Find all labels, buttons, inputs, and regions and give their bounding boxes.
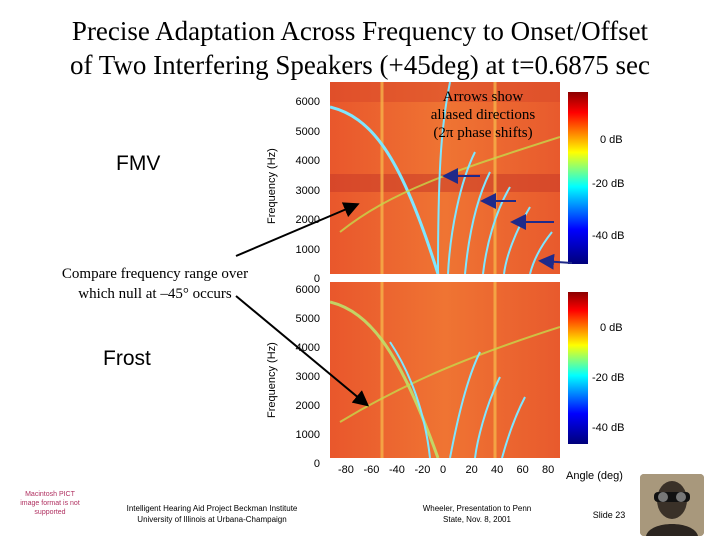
alias-arrow-4	[538, 253, 573, 270]
footer-left-line1: Intelligent Hearing Aid Project Beckman …	[126, 504, 298, 513]
x-tick-6: 40	[491, 464, 504, 476]
x-tick-4: 0	[440, 464, 447, 476]
pict-unsupported-notice: Macintosh PICT image format is not suppo…	[20, 491, 80, 516]
slide-title-line2: of Two Interfering Speakers (+45deg) at …	[70, 50, 650, 80]
person-icon	[640, 474, 704, 536]
arrows-note-line3: (2π phase shifts)	[433, 125, 533, 141]
cb-top-0db: 0 dB	[600, 134, 623, 146]
compare-note-line1: Compare frequency range over	[61, 266, 249, 282]
footer-left-line2: University of Illinois at Urbana-Champai…	[137, 515, 287, 524]
compare-arrow-top	[235, 202, 360, 257]
arrows-note-line2: aliased directions	[430, 107, 536, 123]
presenter-photo	[640, 474, 704, 536]
frost-label: Frost	[103, 347, 151, 370]
y-tick-top-3: 3000	[295, 184, 320, 197]
x-tick-5: 20	[465, 464, 478, 476]
y-tick-top-5: 1000	[295, 243, 320, 256]
x-tick-7: 60	[516, 464, 529, 476]
arrows-note: Arrows show aliased directions (2π phase…	[398, 88, 568, 142]
x-tick-2: -40	[389, 464, 405, 476]
x-tick-3: -20	[414, 464, 431, 476]
y-tick-top-0: 6000	[295, 96, 320, 108]
footer-mid-line2: State, Nov. 8, 2001	[443, 515, 511, 524]
y-tick-bottom-6: 0	[313, 458, 320, 470]
slide-number: Slide 23	[592, 510, 626, 520]
slide-title-line1: Precise Adaptation Across Frequency to O…	[71, 16, 649, 46]
y-tick-top-6: 0	[313, 273, 320, 285]
x-tick-1: -60	[363, 464, 380, 476]
y-tick-bottom-3: 3000	[295, 371, 320, 383]
frost-spectrogram	[330, 282, 560, 458]
fmv-label: FMV	[116, 152, 161, 175]
y-tick-bottom-1: 5000	[295, 313, 320, 325]
compare-note-line2: which null at –45° occurs	[78, 286, 232, 302]
cb-top-20db: -20 dB	[592, 178, 625, 190]
y-tick-bottom-0: 6000	[295, 284, 320, 296]
footer-mid: Wheeler, Presentation to Penn State, Nov…	[392, 503, 562, 525]
footer-left: Intelligent Hearing Aid Project Beckman …	[92, 503, 332, 525]
arrows-note-line1: Arrows show	[442, 89, 524, 105]
compare-arrow-bottom	[235, 295, 370, 407]
y-tick-bottom-5: 1000	[295, 429, 320, 441]
cb-bottom-20db: -20 dB	[592, 372, 625, 384]
y-tick-top-1: 5000	[295, 125, 320, 138]
compare-note: Compare frequency range over which null …	[35, 264, 275, 304]
colorbar-bottom	[568, 292, 588, 444]
cb-bottom-40db: -40 dB	[592, 422, 625, 434]
footer-mid-line1: Wheeler, Presentation to Penn	[422, 504, 532, 513]
y-tick-bottom-4: 2000	[295, 400, 320, 412]
y-tick-top-2: 4000	[295, 155, 320, 167]
cb-bottom-0db: 0 dB	[600, 322, 623, 334]
colorbar-top	[568, 92, 588, 264]
x-tick-0: -80	[338, 464, 354, 476]
x-axis-title: Angle (deg)	[566, 470, 623, 482]
x-tick-8: 80	[542, 464, 555, 476]
cb-top-40db: -40 dB	[592, 230, 625, 242]
